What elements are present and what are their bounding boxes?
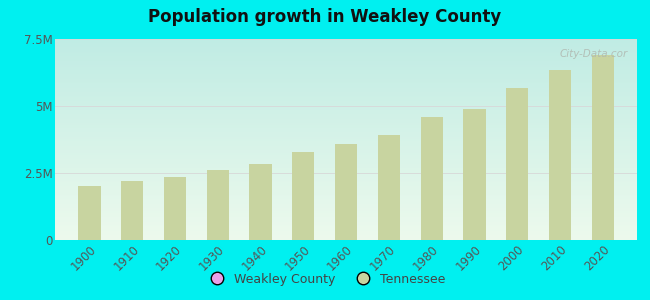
- Text: City-Data.cor: City-Data.cor: [560, 49, 629, 59]
- Bar: [207, 170, 229, 240]
- Bar: [515, 239, 520, 240]
- Bar: [215, 239, 220, 240]
- Bar: [506, 88, 528, 240]
- Text: Population growth in Weakley County: Population growth in Weakley County: [148, 8, 502, 26]
- Bar: [378, 135, 400, 240]
- Bar: [79, 186, 101, 240]
- Bar: [558, 239, 562, 240]
- Bar: [429, 239, 434, 240]
- Bar: [292, 152, 315, 240]
- Bar: [87, 239, 92, 240]
- Bar: [549, 70, 571, 240]
- Bar: [250, 164, 272, 240]
- Bar: [472, 239, 477, 240]
- Bar: [386, 239, 391, 240]
- Bar: [592, 55, 614, 240]
- Legend: Weakley County, Tennessee: Weakley County, Tennessee: [199, 268, 451, 291]
- Bar: [172, 239, 177, 240]
- Bar: [164, 177, 186, 240]
- Bar: [463, 109, 486, 240]
- Bar: [258, 239, 263, 240]
- Bar: [344, 239, 348, 240]
- Bar: [421, 117, 443, 240]
- Bar: [335, 144, 358, 240]
- Bar: [600, 239, 605, 240]
- Bar: [121, 182, 144, 240]
- Bar: [301, 239, 306, 240]
- Bar: [130, 239, 135, 240]
